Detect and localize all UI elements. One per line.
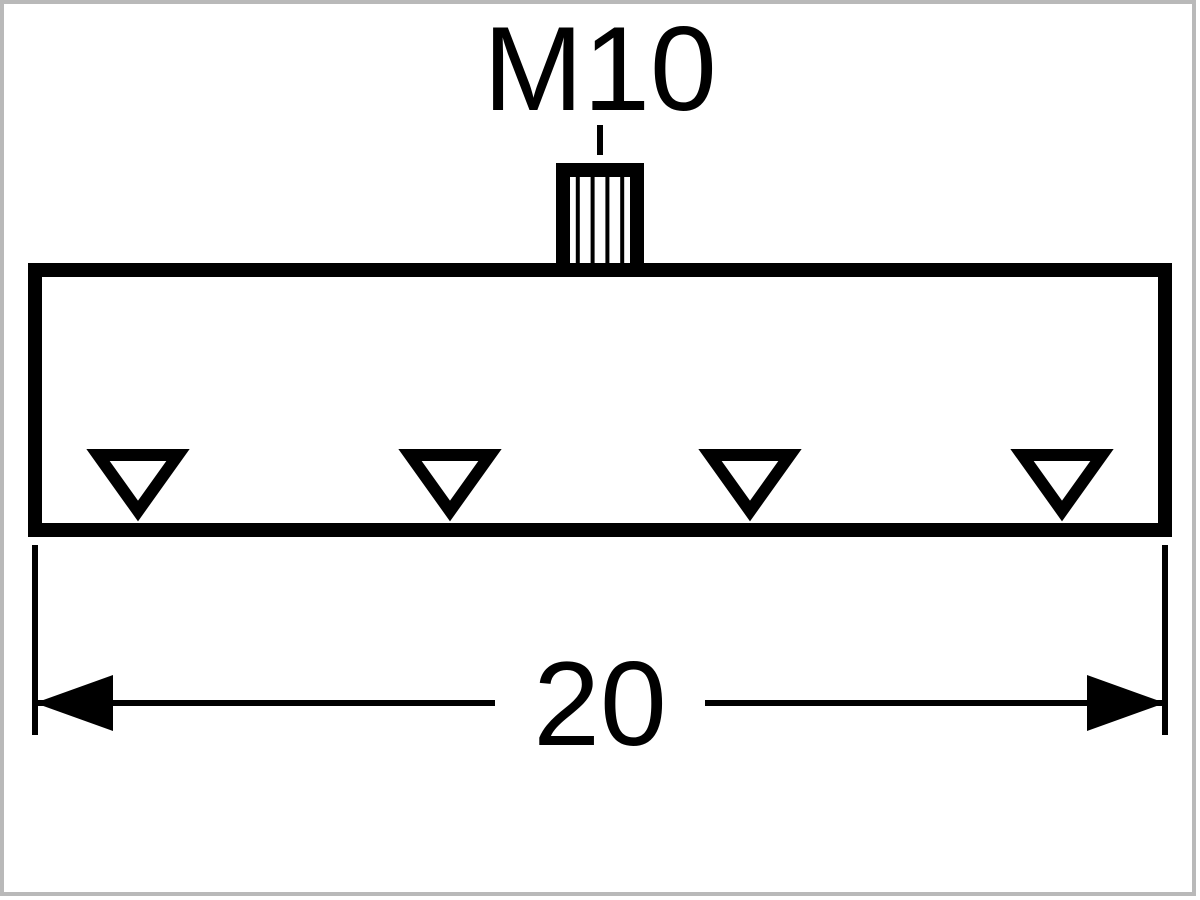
drawing-canvas: M1020 bbox=[0, 0, 1200, 900]
image-frame bbox=[0, 0, 1196, 896]
